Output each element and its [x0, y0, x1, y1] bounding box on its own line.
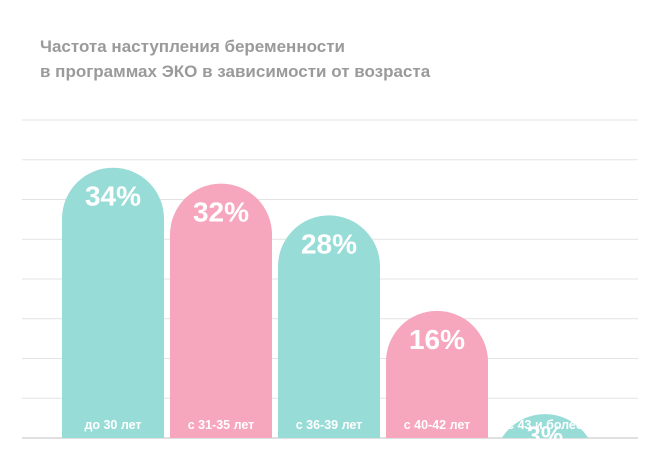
bar-category-label: с 40-42 лет [404, 418, 471, 432]
bar-value-label: 16% [409, 324, 465, 355]
bar-2 [170, 183, 272, 438]
bar-5 [501, 414, 589, 438]
chart-title-line-1: Частота наступления беременности [40, 37, 345, 56]
bar-category-label: до 30 лет [84, 418, 141, 432]
bar-4 [386, 310, 488, 438]
chart-title-line-2: в программах ЭКО в зависимости от возрас… [40, 62, 431, 81]
bar-category-label: с 31-35 лет [188, 418, 255, 432]
bar-3 [278, 215, 380, 438]
bar-1 [62, 167, 164, 438]
chart-title: Частота наступления беременности в прогр… [40, 34, 430, 84]
bar-category-label: с 36-39 лет [296, 418, 363, 432]
bar-value-label: 32% [193, 197, 249, 228]
bar-value-label: 3% [527, 422, 563, 450]
bar-category-label: с 43 и более [507, 418, 583, 432]
bars: 34% до 30 лет 32% с 31-35 лет 28% с 36-39 лет… [62, 167, 589, 450]
bar-value-label: 28% [301, 228, 357, 259]
bar-value-label: 34% [85, 181, 141, 212]
